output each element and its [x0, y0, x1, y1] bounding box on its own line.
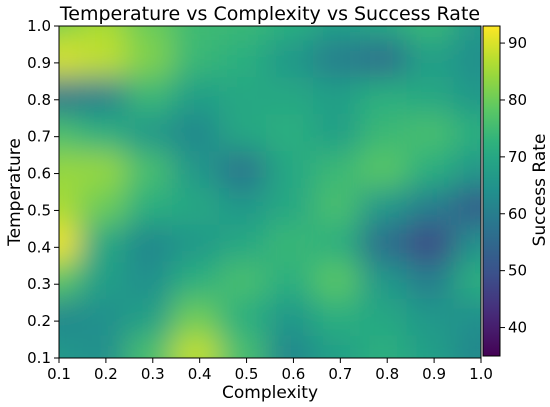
x-tick-label: 0.8	[375, 365, 399, 383]
heatmap-cell	[359, 335, 415, 358]
colorbar-frame	[482, 25, 501, 357]
colorbar-tick-label: 60	[508, 205, 527, 223]
y-tick-label: 0.1	[27, 349, 51, 367]
colorbar-label: Success Rate	[530, 134, 550, 247]
y-tick-label: 0.4	[27, 238, 51, 256]
x-tick-label: 0.1	[47, 365, 71, 383]
heatmap-cell	[453, 335, 481, 358]
x-tick-label: 0.5	[235, 365, 259, 383]
heatmap-cell	[78, 335, 134, 358]
colorbar-ticks: 40 50 60 70 80 90	[500, 34, 527, 337]
heatmap-cells	[59, 26, 481, 358]
colorbar-tick-label: 90	[508, 34, 527, 52]
y-tick-label: 0.5	[27, 201, 51, 219]
heatmap-cell	[219, 335, 274, 358]
y-tick-label: 0.6	[27, 165, 51, 183]
y-tick-label: 0.7	[27, 128, 51, 146]
x-tick-label: 0.3	[141, 365, 165, 383]
y-axis-ticks: 0.1 0.2 0.3 0.4 0.5 0.6 0.7 0.8 0.9 1.0	[27, 17, 59, 367]
y-axis-label: Temperature	[5, 138, 25, 247]
x-axis-label: Complexity	[222, 383, 318, 403]
colorbar-tick-label: 80	[508, 91, 527, 109]
x-tick-label: 1.0	[469, 365, 493, 383]
plot-frame	[58, 25, 482, 359]
colorbar: 40 50 60 70 80 90	[482, 25, 527, 357]
colorbar-tick-label: 40	[508, 319, 527, 337]
colorbar-ramp	[483, 26, 500, 356]
colorbar-tick-label: 50	[508, 262, 527, 280]
heatmap-plot-area	[59, 26, 481, 358]
y-tick-label: 0.8	[27, 91, 51, 109]
x-tick-label: 0.4	[188, 365, 212, 383]
chart-title: Temperature vs Complexity vs Success Rat…	[59, 3, 480, 25]
heatmap-cell	[312, 335, 368, 358]
x-tick-label: 0.6	[282, 365, 306, 383]
heatmap-cell	[266, 335, 321, 358]
heatmap-cell	[172, 335, 228, 358]
y-tick-label: 1.0	[27, 17, 51, 35]
y-tick-label: 0.9	[27, 54, 51, 72]
y-tick-label: 0.2	[27, 312, 51, 330]
heatmap-cell	[125, 335, 181, 358]
x-tick-label: 0.9	[422, 365, 446, 383]
y-tick-label: 0.3	[27, 275, 51, 293]
colorbar-tick-label: 70	[508, 148, 527, 166]
x-tick-label: 0.2	[94, 365, 118, 383]
x-tick-label: 0.7	[328, 365, 352, 383]
x-axis-ticks: 0.1 0.2 0.3 0.4 0.5 0.6 0.7 0.8 0.9 1.0	[47, 358, 493, 383]
heatmap-cell	[406, 335, 462, 358]
